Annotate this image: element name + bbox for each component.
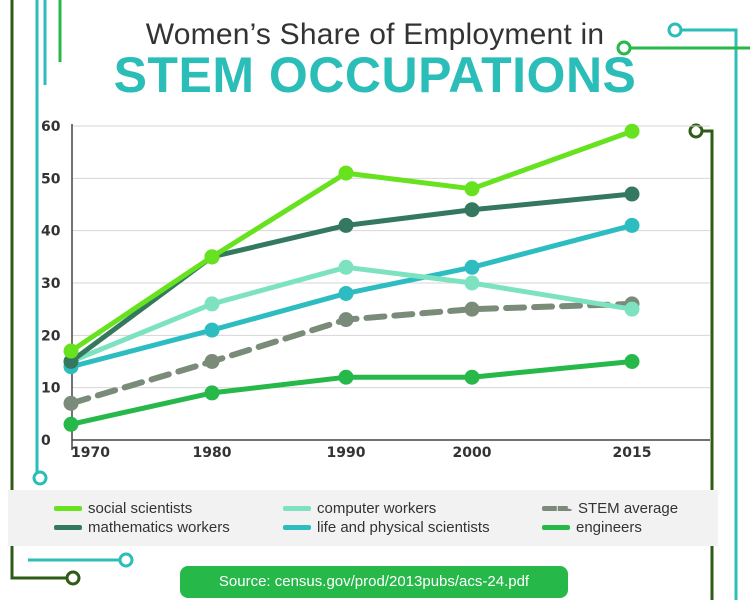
x-tick-label: 1980	[193, 445, 232, 461]
x-tick-label: 2000	[453, 445, 492, 461]
legend-item: social scientists	[54, 500, 192, 517]
data-point	[338, 285, 354, 301]
data-point	[204, 322, 220, 338]
legend-item: STEM average	[542, 500, 678, 517]
x-tick-label: 1970	[71, 445, 110, 461]
series-life-and-physical-scientists	[63, 217, 640, 375]
data-point	[338, 312, 354, 328]
series-line	[68, 359, 635, 427]
data-point	[63, 395, 79, 411]
series-computer-workers	[63, 259, 640, 369]
legend-label: mathematics workers	[88, 519, 230, 536]
data-point	[204, 385, 220, 401]
series-mathematics-workers	[63, 186, 640, 369]
data-point	[464, 181, 480, 197]
series-line	[68, 191, 635, 364]
legend-swatch	[283, 506, 311, 511]
data-point	[338, 259, 354, 275]
series	[63, 123, 640, 432]
legend-swatch	[542, 525, 570, 530]
x-tick-label: 2015	[613, 445, 652, 461]
data-point	[204, 354, 220, 369]
data-point	[338, 165, 354, 181]
legend: social scientists mathematics workers comp…	[8, 490, 718, 546]
x-axis-ticks: 1970 1980 1990 2000 2015	[71, 445, 651, 461]
y-tick-label: 30	[41, 276, 61, 292]
data-point	[624, 123, 640, 139]
y-tick-label: 60	[41, 119, 61, 135]
legend-swatch	[54, 525, 82, 530]
y-axis-ticks: 0 10 20 30 40 50 60	[41, 119, 61, 449]
source-note: Source: census.gov/prod/2013pubs/acs-24.…	[180, 566, 568, 598]
y-tick-label: 0	[41, 433, 51, 449]
data-point	[338, 369, 354, 385]
data-point	[204, 249, 220, 265]
legend-label: STEM average	[578, 500, 679, 517]
data-point	[338, 217, 354, 233]
data-point	[464, 202, 480, 218]
legend-label: engineers	[576, 519, 642, 536]
y-tick-label: 40	[41, 224, 61, 240]
y-tick-label: 20	[41, 328, 61, 344]
data-point	[624, 186, 640, 202]
legend-swatch	[542, 506, 572, 511]
legend-swatch	[54, 506, 82, 511]
series-engineers	[63, 354, 640, 432]
series-social-scientists	[63, 123, 640, 359]
legend-item: mathematics workers	[54, 519, 230, 536]
series-stem-average	[63, 296, 640, 411]
legend-label: social scientists	[88, 500, 193, 517]
y-tick-label: 50	[41, 171, 61, 187]
legend-item: engineers	[542, 519, 642, 536]
x-tick-label: 1990	[327, 445, 366, 461]
data-point	[63, 354, 79, 369]
data-point	[63, 416, 79, 432]
chart-subtitle: Women’s Share of Employment in	[145, 18, 605, 51]
data-point	[464, 259, 480, 275]
legend-item: life and physical scientists	[283, 519, 490, 536]
data-point	[464, 301, 480, 317]
data-point	[464, 369, 480, 385]
data-point	[624, 354, 640, 369]
data-point	[624, 217, 640, 233]
data-point	[63, 343, 79, 359]
data-point	[624, 301, 640, 317]
axes	[71, 124, 710, 450]
y-tick-label: 10	[41, 381, 61, 397]
legend-label: computer workers	[317, 500, 437, 517]
data-point	[204, 296, 220, 312]
grid-lines	[72, 125, 710, 389]
legend-label: life and physical scientists	[317, 519, 490, 536]
legend-swatch	[283, 525, 311, 530]
legend-item: computer workers	[283, 500, 436, 517]
chart-title: STEM OCCUPATIONS	[113, 47, 637, 103]
data-point	[464, 275, 480, 291]
